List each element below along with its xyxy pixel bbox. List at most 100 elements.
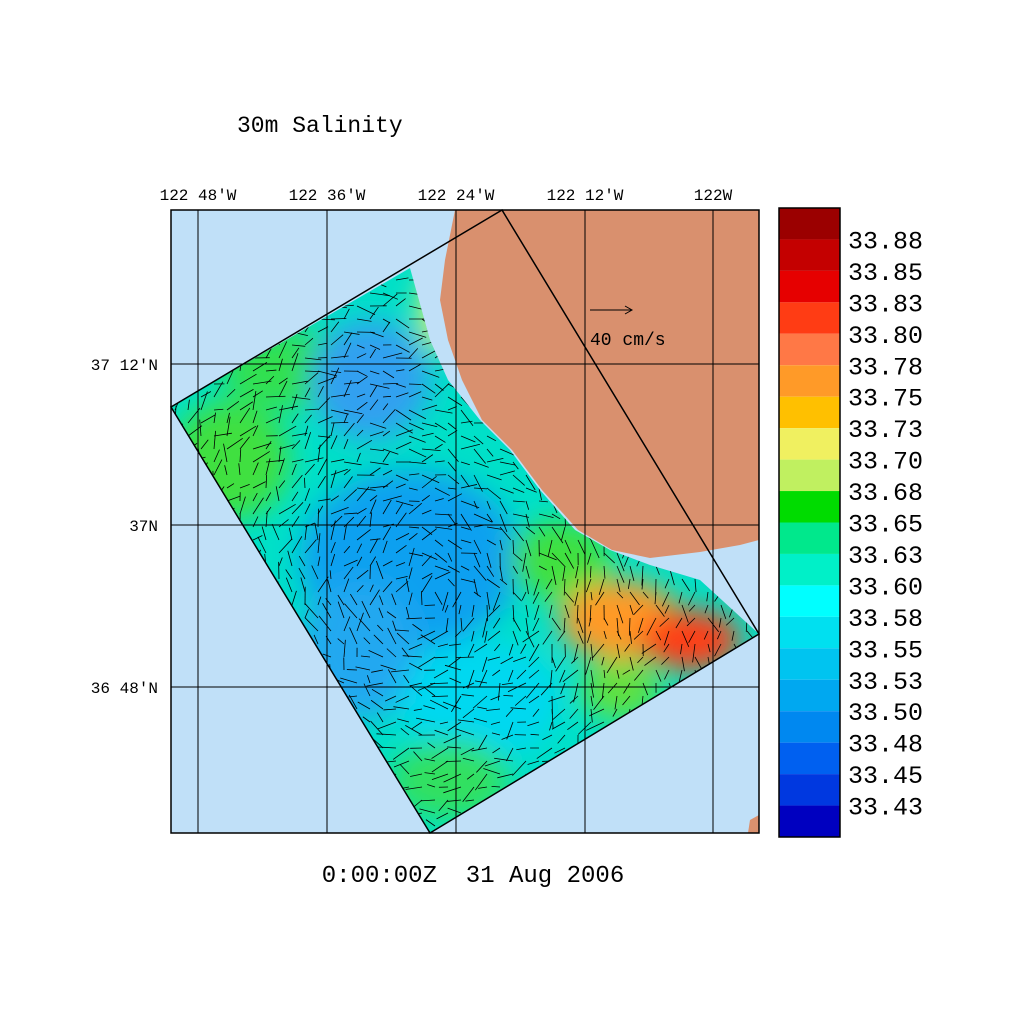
velocity-arrow — [661, 656, 670, 665]
velocity-arrow — [369, 348, 377, 359]
land — [748, 815, 759, 833]
velocity-arrow — [473, 717, 488, 723]
velocity-arrow — [257, 536, 267, 554]
velocity-arrow — [447, 746, 462, 749]
velocity-arrow — [406, 617, 423, 620]
velocity-arrow — [473, 578, 478, 596]
velocity-arrow — [271, 523, 280, 541]
velocity-arrow — [395, 562, 406, 567]
velocity-arrow — [447, 552, 453, 562]
velocity-arrow — [421, 572, 433, 580]
velocity-arrow — [421, 555, 432, 567]
velocity-arrow — [663, 630, 670, 646]
velocity-arrow — [442, 591, 449, 611]
velocity-arrow — [434, 526, 453, 530]
velocity-arrow — [488, 604, 501, 617]
velocity-arrow — [369, 467, 381, 476]
velocity-arrow — [473, 435, 484, 445]
velocity-arrow — [408, 383, 422, 385]
velocity-arrow — [343, 342, 352, 359]
velocity-arrow — [421, 552, 438, 560]
velocity-arrow — [494, 757, 514, 762]
velocity-arrow — [239, 407, 251, 424]
velocity-arrow — [731, 630, 735, 641]
velocity-arrow — [421, 494, 430, 502]
velocity-arrow — [590, 695, 594, 707]
velocity-arrow — [285, 569, 293, 580]
velocity-arrow — [371, 688, 384, 697]
velocity-arrow — [499, 487, 514, 494]
velocity-arrow — [438, 799, 449, 812]
velocity-arrow — [349, 627, 358, 645]
colorbar-label: 33.65 — [848, 511, 923, 540]
velocity-arrow — [239, 425, 257, 437]
velocity-arrow — [430, 630, 449, 642]
velocity-arrow — [356, 393, 366, 398]
velocity-arrow — [460, 565, 470, 571]
velocity-arrow — [304, 425, 309, 437]
velocity-arrow — [317, 508, 319, 528]
velocity-arrow — [590, 682, 594, 698]
colorbar-label: 33.50 — [848, 699, 923, 728]
velocity-arrow — [387, 669, 397, 684]
velocity-arrow — [447, 461, 457, 472]
lon-label: 122W — [694, 187, 733, 205]
velocity-arrow — [532, 617, 540, 632]
velocity-arrow — [337, 638, 345, 645]
velocity-arrow — [355, 666, 371, 671]
velocity-arrow — [590, 708, 593, 723]
velocity-arrow — [317, 370, 338, 377]
velocity-arrow — [628, 617, 631, 636]
velocity-arrow — [433, 669, 449, 679]
velocity-arrow — [395, 503, 403, 515]
velocity-arrow — [552, 708, 566, 721]
velocity-arrow — [616, 630, 622, 640]
velocity-arrow — [265, 416, 280, 424]
velocity-arrow — [476, 760, 488, 773]
velocity-arrow — [577, 539, 586, 555]
velocity-arrow — [492, 591, 501, 611]
velocity-arrow — [473, 539, 482, 554]
colorbar-swatch — [779, 648, 840, 680]
velocity-arrow — [442, 701, 462, 710]
velocity-arrow — [473, 487, 488, 490]
velocity-arrow — [694, 656, 703, 671]
velocity-arrow — [460, 461, 470, 466]
velocity-arrow — [369, 538, 381, 541]
velocity-arrow — [603, 630, 607, 640]
velocity-arrow — [561, 526, 566, 541]
velocity-arrow — [317, 498, 331, 502]
velocity-arrow — [356, 401, 368, 411]
velocity-arrow — [363, 683, 371, 697]
velocity-arrow — [563, 578, 566, 596]
velocity-arrow — [317, 342, 328, 346]
velocity-arrow — [421, 528, 437, 541]
velocity-arrow — [356, 439, 373, 450]
velocity-arrow — [304, 503, 311, 515]
velocity-arrow — [471, 604, 475, 617]
velocity-arrow — [449, 677, 462, 684]
title: 30m Salinity — [237, 113, 403, 139]
velocity-arrow — [629, 565, 635, 581]
velocity-arrow — [434, 460, 445, 463]
velocity-arrow — [434, 571, 451, 580]
velocity-arrow — [343, 461, 362, 466]
velocity-arrow — [587, 552, 592, 565]
velocity-arrow — [522, 630, 540, 643]
colorbar-swatch — [779, 616, 840, 649]
velocity-arrow — [499, 448, 515, 456]
velocity-arrow — [522, 552, 527, 572]
velocity-arrow — [471, 630, 475, 642]
velocity-arrow — [499, 526, 511, 541]
colorbar-label: 33.48 — [848, 731, 923, 760]
velocity-arrow — [482, 617, 488, 638]
velocity-arrow — [368, 650, 384, 658]
lat-label: 36 48'N — [91, 680, 158, 698]
velocity-arrow — [304, 524, 308, 541]
velocity-arrow — [547, 539, 553, 557]
velocity-arrow — [408, 409, 427, 420]
velocity-arrow — [343, 489, 357, 502]
velocity-arrow — [329, 570, 332, 580]
velocity-arrow — [285, 577, 293, 593]
velocity-arrow — [330, 334, 344, 346]
